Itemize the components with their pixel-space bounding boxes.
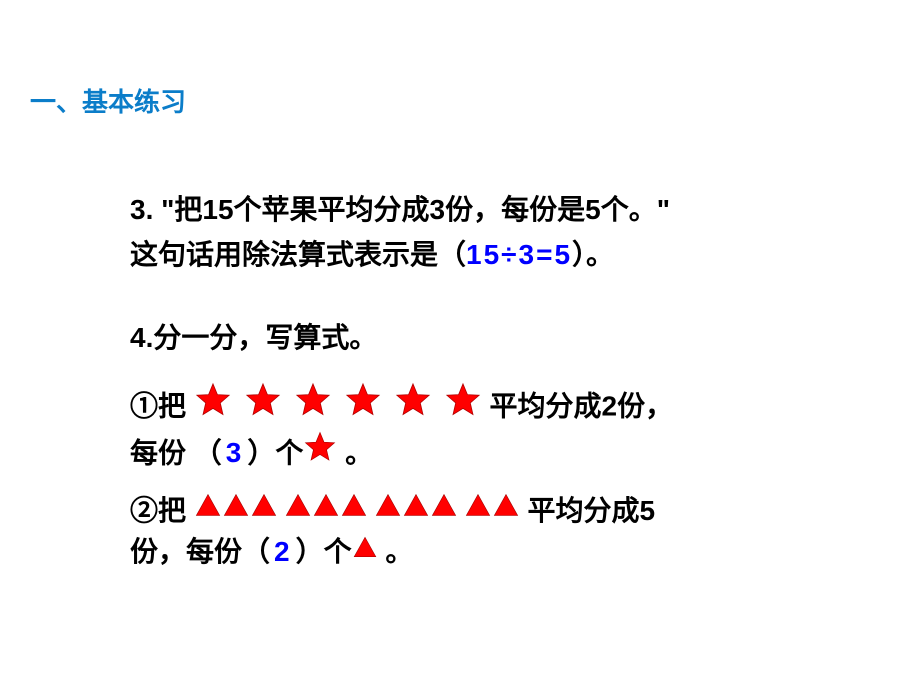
- q4-2-line2-pre: 份，每份（: [130, 536, 270, 567]
- question-4-item1: ①把 平均分成2份， 每份 （3）个 。: [130, 384, 850, 476]
- question-4-title: 4.分一分，写算式。: [130, 316, 850, 361]
- q3-line1: 3. "把15个苹果平均分成3份，每份是5个。": [130, 188, 850, 233]
- q3-line2-pre: 这句话用除法算式表示是（: [130, 239, 466, 270]
- inline-triangle: [352, 531, 378, 570]
- q4-1-mid: 平均分成2份，: [482, 391, 673, 422]
- content-area: 3. "把15个苹果平均分成3份，每份是5个。" 这句话用除法算式表示是（15÷…: [130, 188, 850, 573]
- question-4-item2: ②把 平均分成5 份，每份（2）个 。: [130, 491, 850, 573]
- q3-answer: 15÷3=5: [466, 239, 572, 270]
- q4-1-line2-post: ）个: [247, 437, 303, 468]
- q4-2-mid: 平均分成5: [520, 495, 655, 526]
- q4-1-pre: ①把: [130, 391, 194, 422]
- q3-line2-post: ）。: [572, 239, 614, 270]
- section-header: 一、基本练习: [30, 82, 186, 119]
- q4-2-line2-end: 。: [378, 536, 414, 567]
- q4-2-line2-post: ）个: [296, 536, 352, 567]
- q4-1-line2-pre: 每份 （: [130, 437, 222, 468]
- q4-1-line2-end: 。: [337, 437, 373, 468]
- inline-star: [303, 430, 337, 474]
- stars-row: [194, 381, 482, 429]
- q4-1-answer: 3: [222, 437, 248, 468]
- triangles-row: [194, 490, 520, 529]
- question-3: 3. "把15个苹果平均分成3份，每份是5个。" 这句话用除法算式表示是（15÷…: [130, 188, 850, 278]
- q4-2-answer: 2: [270, 536, 296, 567]
- q4-2-pre: ②把: [130, 495, 194, 526]
- q3-line2: 这句话用除法算式表示是（15÷3=5）。: [130, 233, 850, 278]
